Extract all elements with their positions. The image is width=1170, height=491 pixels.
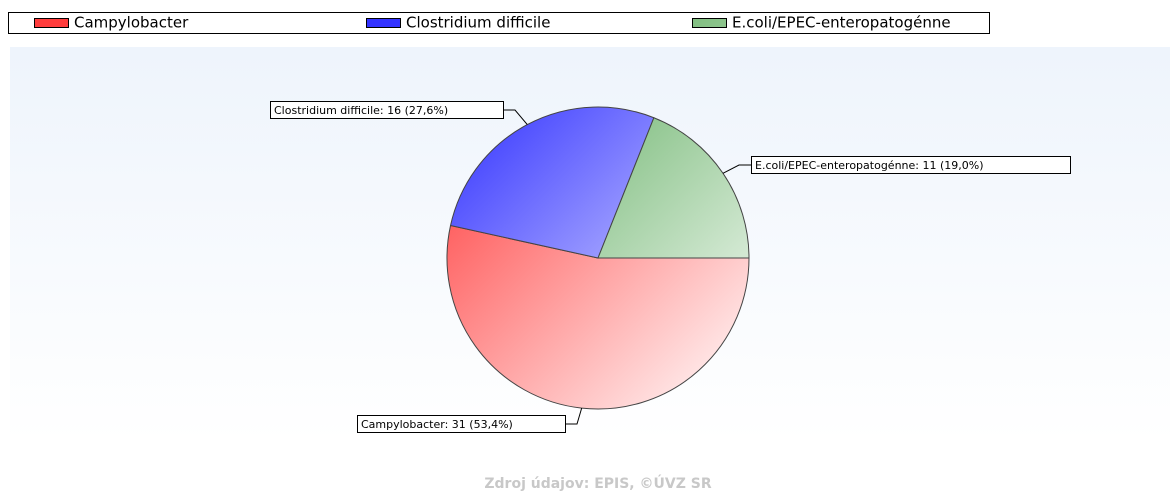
- pie-slice: [446, 224, 750, 410]
- data-label-box: [270, 101, 504, 119]
- data-label-box: [357, 415, 566, 433]
- leader-line: [565, 407, 583, 425]
- data-label-box: [751, 156, 1071, 174]
- legend-swatch: [366, 18, 401, 28]
- data-label: E.coli/EPEC-enteropatogénne: 11 (19,0%): [755, 159, 984, 172]
- legend-label: E.coli/EPEC-enteropatogénne: [732, 14, 951, 32]
- data-label: Clostridium difficile: 16 (27,6%): [274, 104, 448, 117]
- legend-label: Campylobacter: [74, 14, 189, 32]
- data-label: Campylobacter: 31 (53,4%): [361, 418, 513, 431]
- pie-slice: [449, 106, 655, 259]
- legend-box: [8, 12, 990, 34]
- source-note: Zdroj údajov: EPIS, ©ÚVZ SR: [484, 474, 711, 491]
- legend-swatch: [692, 18, 727, 28]
- legend-label: Clostridium difficile: [406, 14, 550, 32]
- leader-line: [722, 164, 751, 174]
- pie-slice: [597, 117, 750, 259]
- legend-swatch: [34, 18, 69, 28]
- leader-line: [503, 109, 528, 125]
